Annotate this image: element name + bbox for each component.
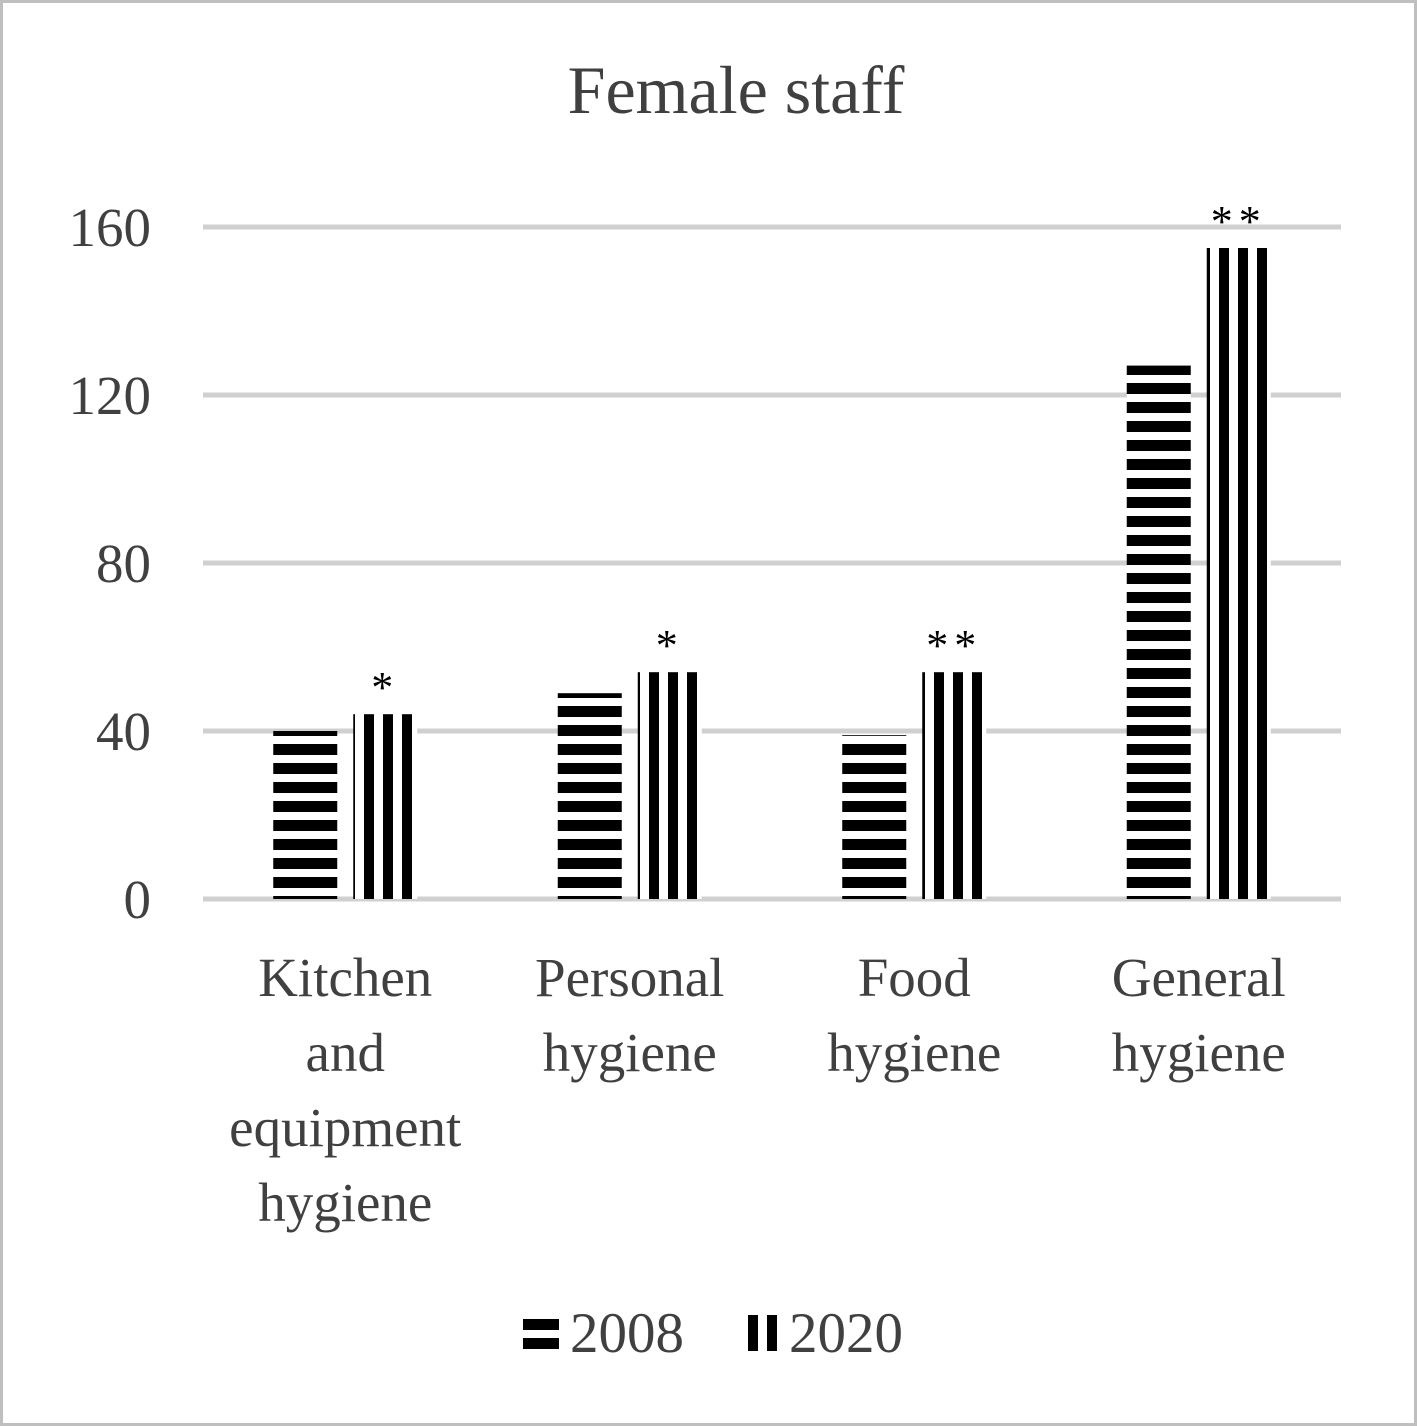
y-tick-label: 40 — [96, 701, 151, 762]
bar-2008-cat0 — [273, 731, 338, 899]
y-axis-ticks: 0 40 80 120 160 — [69, 197, 152, 930]
y-tick-label: 80 — [96, 533, 151, 594]
x-category-label: hygiene — [258, 1172, 432, 1233]
legend: 2008 2020 — [523, 1302, 903, 1365]
x-category-label: and — [306, 1022, 385, 1083]
bar-2008-cat3 — [1126, 365, 1191, 900]
x-category-label: hygiene — [827, 1022, 1001, 1083]
x-category-label: hygiene — [1112, 1022, 1286, 1083]
significance-marker: * — [371, 663, 399, 712]
bar-2008-cat2 — [842, 735, 907, 899]
bar-2020-cat2 — [922, 672, 987, 899]
legend-label-2008: 2008 — [570, 1302, 684, 1365]
x-category-label: Food — [858, 947, 971, 1008]
legend-swatch-2020 — [748, 1315, 758, 1351]
significance-marker: ** — [1211, 197, 1267, 246]
x-category-label: Kitchen — [258, 947, 432, 1008]
x-axis-categories: Kitchen and equipment hygiene Personal hygien… — [229, 947, 1286, 1233]
legend-swatch-2020-stripe — [767, 1315, 777, 1351]
bars — [273, 248, 1271, 900]
chart-title: Female staff — [568, 52, 905, 128]
significance-marker: * — [656, 621, 684, 670]
y-tick-label: 120 — [69, 365, 152, 426]
bar-2020-cat1 — [637, 672, 702, 899]
y-tick-label: 0 — [124, 869, 152, 930]
x-category-label: General — [1112, 947, 1286, 1008]
y-tick-label: 160 — [69, 197, 152, 258]
x-category-label: hygiene — [543, 1022, 717, 1083]
bar-2008-cat1 — [557, 693, 622, 899]
significance-annotations: ** **** — [371, 197, 1267, 712]
legend-swatch-2008-stripe — [523, 1338, 559, 1349]
legend-label-2020: 2020 — [789, 1302, 903, 1365]
legend-swatch-2008 — [523, 1319, 559, 1330]
x-category-label: equipment — [229, 1097, 461, 1158]
bar-2020-cat0 — [353, 714, 418, 899]
significance-marker: ** — [926, 621, 982, 670]
bar-2020-cat3 — [1206, 248, 1271, 899]
x-category-label: Personal — [535, 947, 724, 1008]
